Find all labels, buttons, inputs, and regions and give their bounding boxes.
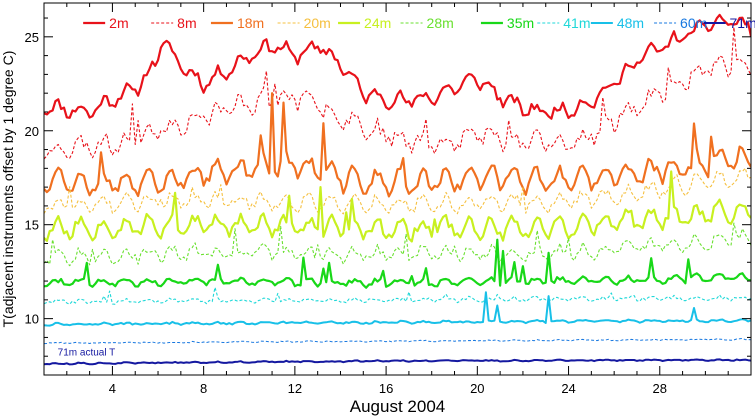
legend-label-20m: 20m xyxy=(304,15,331,31)
x-axis-label: August 2004 xyxy=(350,397,445,416)
annotation-71m-actual: 71m actual T xyxy=(58,347,116,358)
series-layer xyxy=(44,13,751,366)
series-line-20m xyxy=(44,167,751,215)
tick-layer: 4 8 12 16 20 24 28 10 15 20 25 xyxy=(25,3,751,396)
series-line-24m xyxy=(44,170,751,243)
series-line-60m xyxy=(44,338,751,345)
y-axis-label: T(adjacent instruments offset by 1 degre… xyxy=(0,51,16,328)
legend-label-60m: 60m xyxy=(680,15,707,31)
legend-label-28m: 28m xyxy=(427,15,454,31)
x-tick-label: 20 xyxy=(470,381,484,396)
legend-label-2m: 2m xyxy=(109,15,128,31)
x-tick-label: 8 xyxy=(200,381,207,396)
x-tick-label: 24 xyxy=(561,381,575,396)
legend-label-35m: 35m xyxy=(507,15,534,31)
x-tick-label: 12 xyxy=(288,381,302,396)
plot-frame xyxy=(43,2,752,376)
legend-label-8m: 8m xyxy=(177,15,196,31)
legend: 2m 8m 18m 20m 24m 28m 35m 41m 48m 60m 71m xyxy=(83,15,755,31)
y-tick-label: 25 xyxy=(25,30,39,45)
legend-label-41m: 41m xyxy=(563,15,590,31)
x-tick-label: 28 xyxy=(653,381,667,396)
legend-label-18m: 18m xyxy=(237,15,264,31)
series-line-2m xyxy=(44,13,751,120)
series-line-41m xyxy=(44,286,751,305)
series-line-35m xyxy=(44,238,751,289)
series-line-8m xyxy=(44,26,751,160)
y-tick-label: 20 xyxy=(25,124,39,139)
series-line-48m xyxy=(44,291,751,327)
y-tick-label: 10 xyxy=(25,312,39,327)
series-line-71m xyxy=(44,358,751,366)
series-line-18m xyxy=(44,92,751,198)
series-line-28m xyxy=(44,222,751,267)
legend-label-48m: 48m xyxy=(617,15,644,31)
x-tick-label: 4 xyxy=(109,381,116,396)
legend-label-71m: 71m xyxy=(730,15,755,31)
x-tick-label: 16 xyxy=(379,381,393,396)
legend-label-24m: 24m xyxy=(364,15,391,31)
y-tick-label: 15 xyxy=(25,218,39,233)
